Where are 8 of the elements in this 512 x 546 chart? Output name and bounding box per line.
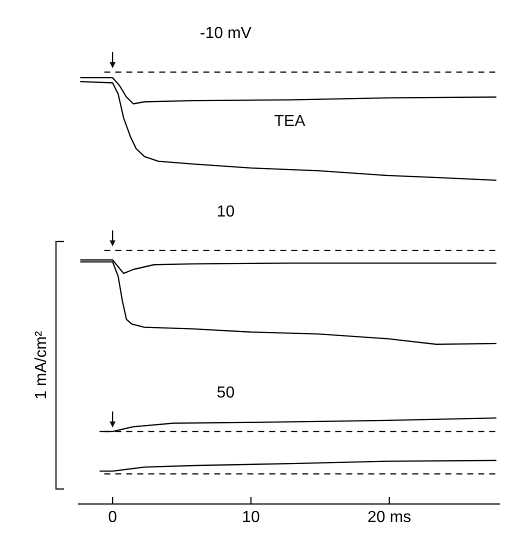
- x-tick-label: 10: [242, 509, 260, 526]
- annotation: 10: [216, 203, 235, 220]
- x-tick-label: 20 ms: [368, 509, 412, 526]
- text: -10 mV: [200, 25, 252, 42]
- x-tick-label: 0: [108, 509, 118, 526]
- y-axis-title: 1 mA/cm²: [33, 330, 50, 400]
- series-label: TEA: [274, 112, 306, 130]
- annotation: 50: [216, 384, 235, 402]
